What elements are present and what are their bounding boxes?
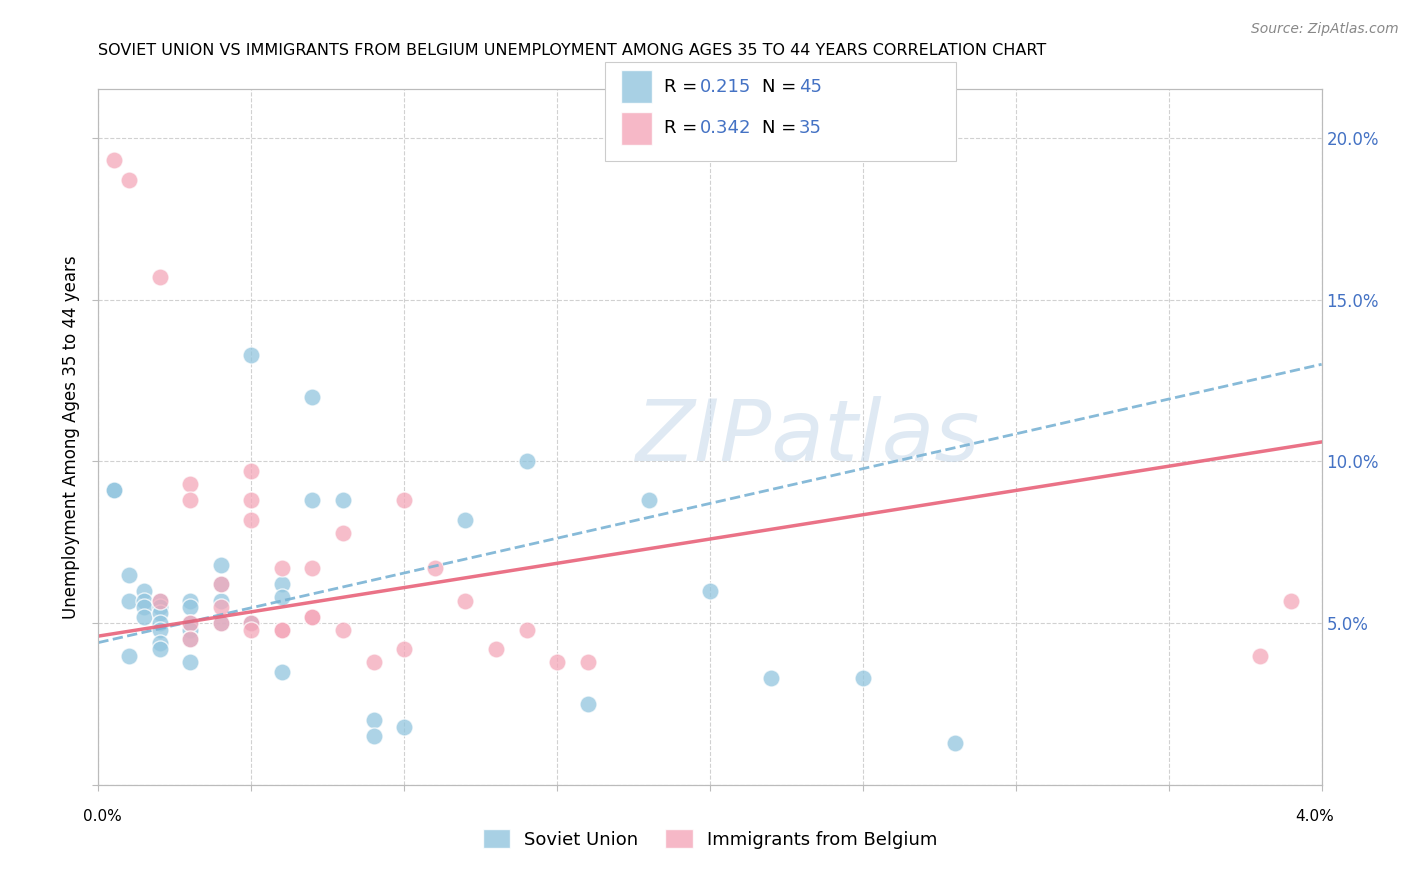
Text: 0.0%: 0.0% [83, 809, 122, 823]
Text: R =: R = [664, 78, 703, 95]
Point [332, 623, 354, 637]
Point [546, 655, 568, 669]
Point [516, 623, 538, 637]
Point [209, 558, 232, 572]
Point [179, 632, 201, 647]
Text: 45: 45 [799, 78, 821, 95]
Point [240, 347, 263, 361]
Point [209, 599, 232, 614]
Point [301, 609, 323, 624]
Point [149, 607, 172, 621]
Point [149, 616, 172, 631]
Point [179, 616, 201, 631]
Point [103, 483, 125, 498]
Point [301, 390, 323, 404]
Point [149, 593, 172, 607]
Point [118, 593, 141, 607]
Point [423, 561, 446, 575]
Point [240, 513, 263, 527]
Point [240, 623, 263, 637]
Point [1279, 593, 1302, 607]
Point [118, 648, 141, 663]
Point [209, 593, 232, 607]
Text: ZIPatlas: ZIPatlas [636, 395, 980, 479]
Point [485, 642, 508, 657]
Point [149, 635, 172, 649]
Point [363, 730, 385, 744]
Point [454, 513, 477, 527]
Point [240, 616, 263, 631]
Point [332, 493, 354, 508]
Point [134, 593, 156, 607]
Point [118, 173, 141, 187]
Y-axis label: Unemployment Among Ages 35 to 44 years: Unemployment Among Ages 35 to 44 years [62, 255, 80, 619]
Point [301, 493, 323, 508]
Point [637, 493, 661, 508]
Text: SOVIET UNION VS IMMIGRANTS FROM BELGIUM UNEMPLOYMENT AMONG AGES 35 TO 44 YEARS C: SOVIET UNION VS IMMIGRANTS FROM BELGIUM … [98, 43, 1046, 58]
Point [149, 269, 172, 284]
Text: 0.342: 0.342 [700, 120, 752, 137]
Point [392, 720, 416, 734]
Point [149, 599, 172, 614]
Point [134, 583, 156, 598]
Point [179, 655, 201, 669]
Point [179, 493, 201, 508]
Point [179, 599, 201, 614]
Point [209, 616, 232, 631]
Point [301, 609, 323, 624]
Point [270, 591, 294, 605]
Point [118, 567, 141, 582]
Point [240, 616, 263, 631]
Point [270, 623, 294, 637]
Point [149, 623, 172, 637]
Point [179, 616, 201, 631]
Point [363, 655, 385, 669]
Point [301, 561, 323, 575]
Point [576, 655, 599, 669]
Point [209, 616, 232, 631]
Point [270, 623, 294, 637]
Point [516, 454, 538, 468]
Point [943, 736, 966, 750]
Point [103, 153, 125, 168]
Text: N =: N = [762, 78, 801, 95]
Point [270, 561, 294, 575]
Point [759, 671, 782, 685]
Point [240, 464, 263, 478]
Legend: Soviet Union, Immigrants from Belgium: Soviet Union, Immigrants from Belgium [475, 822, 945, 856]
Text: N =: N = [762, 120, 801, 137]
Point [270, 577, 294, 591]
Text: 35: 35 [799, 120, 821, 137]
Point [134, 609, 156, 624]
Point [576, 697, 599, 711]
Text: 0.215: 0.215 [700, 78, 752, 95]
Point [179, 632, 201, 647]
Point [363, 713, 385, 727]
Point [179, 623, 201, 637]
Point [209, 577, 232, 591]
Point [149, 593, 172, 607]
Text: R =: R = [664, 120, 703, 137]
Point [209, 577, 232, 591]
Point [392, 642, 416, 657]
Text: 4.0%: 4.0% [1295, 809, 1334, 823]
Point [103, 483, 125, 498]
Point [852, 671, 875, 685]
Point [1249, 648, 1271, 663]
Point [179, 477, 201, 491]
Point [270, 665, 294, 679]
Point [179, 593, 201, 607]
Point [149, 642, 172, 657]
Point [699, 583, 721, 598]
Point [454, 593, 477, 607]
Point [392, 493, 416, 508]
Point [332, 525, 354, 540]
Point [240, 493, 263, 508]
Point [134, 599, 156, 614]
Text: Source: ZipAtlas.com: Source: ZipAtlas.com [1251, 22, 1399, 37]
